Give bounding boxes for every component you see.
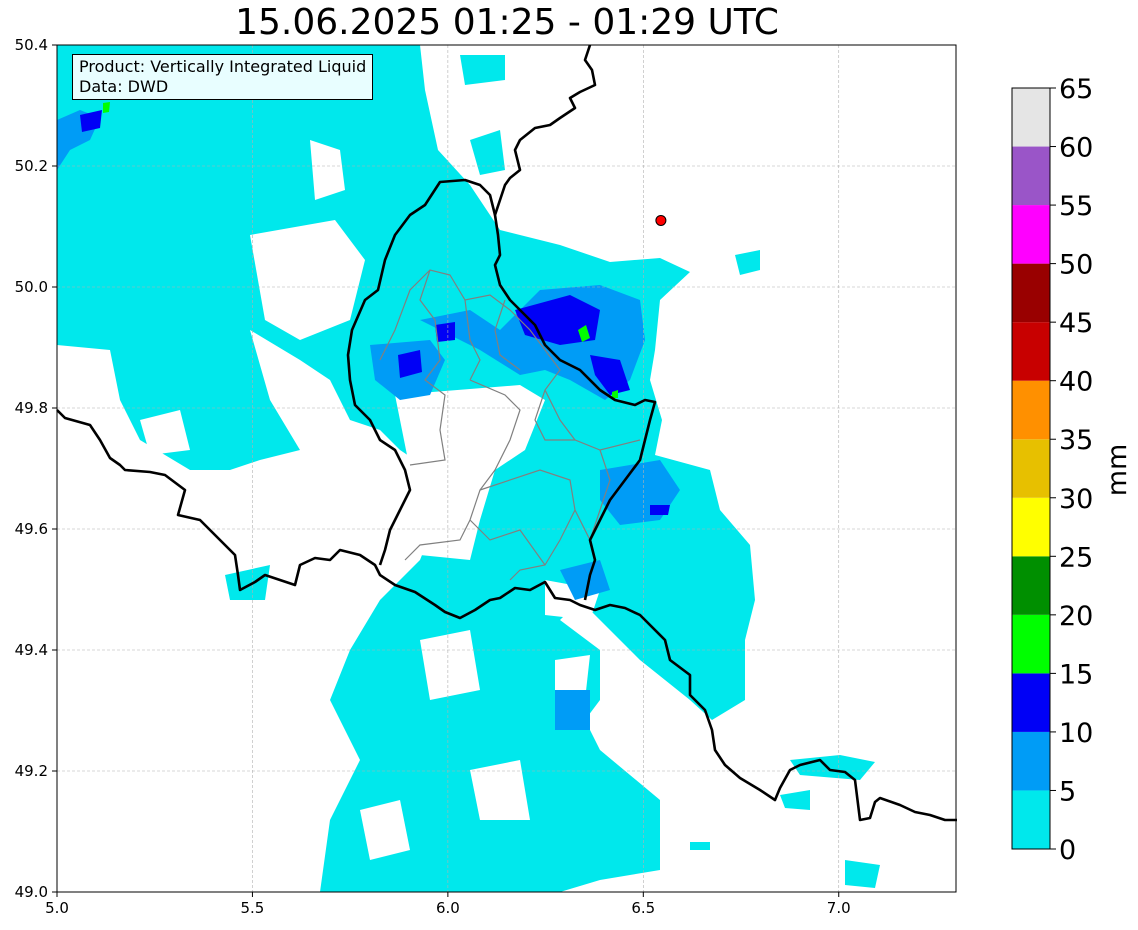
- precip-area: [790, 755, 875, 780]
- location-marker: [655, 214, 667, 226]
- data-source-label: Data: DWD: [79, 77, 169, 96]
- colorbar-tick-label: 65: [1059, 74, 1093, 105]
- precip-area-15mm: [578, 325, 590, 342]
- colorbar-segment: [1012, 731, 1050, 791]
- x-tick-label: 6.0: [436, 899, 460, 917]
- x-tick-label: 7.0: [827, 899, 851, 917]
- dry-area: [330, 515, 380, 560]
- precip-area-10mm: [590, 355, 630, 395]
- precip-area: [690, 842, 710, 850]
- colorbar-tick-label: 25: [1059, 542, 1093, 573]
- colorbar-segment: [1012, 263, 1050, 323]
- colorbar-segment: [1012, 205, 1050, 264]
- colorbar-segment: [1012, 614, 1050, 674]
- colorbar-tick-label: 50: [1059, 250, 1093, 281]
- dry-area: [555, 655, 590, 700]
- colorbar-segment: [1012, 322, 1050, 381]
- dry-area: [250, 220, 365, 340]
- colorbar-tick-label: 10: [1059, 718, 1093, 749]
- dry-area: [420, 630, 480, 700]
- colorbar-tick-label: 20: [1059, 601, 1093, 632]
- y-tick-label: 49.6: [15, 520, 48, 538]
- y-tick-label: 49.8: [15, 399, 48, 417]
- dry-area: [395, 385, 545, 560]
- colorbar-tick-label: 60: [1059, 133, 1093, 164]
- dry-area: [140, 410, 190, 455]
- colorbar-segment: [1012, 146, 1050, 206]
- canton-borders: [379, 269, 641, 581]
- precip-area-5mm: [560, 560, 610, 600]
- precip-area-5mm: [555, 690, 590, 730]
- colorbar-tick-label: 15: [1059, 659, 1093, 690]
- colorbar-tick-label: 55: [1059, 191, 1093, 222]
- colorbar-segment: [1012, 380, 1050, 440]
- colorbar-tick-label: 45: [1059, 308, 1093, 339]
- x-tick-label: 6.5: [631, 899, 655, 917]
- colorbar-tick-label: 35: [1059, 425, 1093, 456]
- precip-area-10mm: [515, 295, 600, 345]
- precip-area: [225, 565, 270, 600]
- y-tick-label: 49.4: [15, 641, 48, 659]
- dry-area: [360, 800, 410, 860]
- precip-area: [735, 250, 760, 275]
- country-borders: [56, 44, 957, 822]
- precip-area: [780, 790, 810, 810]
- colorbar-tick-label: 0: [1059, 835, 1076, 866]
- product-label: Product: Vertically Integrated Liquid: [79, 57, 367, 76]
- y-tick-label: 49.2: [15, 762, 48, 780]
- colorbar-tick-label: 40: [1059, 367, 1093, 398]
- colorbar-frame: [1011, 87, 1051, 850]
- y-tick-label: 49.0: [15, 883, 48, 901]
- map-title: 15.06.2025 01:25 - 01:29 UTC: [235, 2, 779, 43]
- colorbar-tick-label: 30: [1059, 484, 1093, 515]
- x-tick-label: 5.0: [45, 899, 69, 917]
- precip-area-10mm: [398, 350, 422, 378]
- precipitation-layer: [57, 45, 880, 892]
- colorbar-segment: [1012, 790, 1050, 849]
- dry-area: [310, 140, 345, 200]
- colorbar-unit-label: mm: [1102, 444, 1133, 497]
- precip-area: [460, 55, 505, 85]
- precip-area-10mm: [435, 322, 455, 342]
- map-frame: [56, 44, 957, 893]
- precip-area-10mm: [650, 505, 670, 515]
- precip-area-10mm: [80, 110, 102, 132]
- dry-area: [470, 760, 530, 820]
- dry-area: [605, 700, 650, 760]
- colorbar: 0 5 10 15 20 25 30 35 40 45 50 55 60 65 mm: [1011, 74, 1133, 866]
- colorbar-segment: [1012, 556, 1050, 615]
- precip-area-15mm: [612, 390, 618, 398]
- y-tick-label: 50.2: [15, 157, 48, 175]
- y-tick-label: 50.0: [15, 278, 48, 296]
- x-tick-label: 5.5: [241, 899, 265, 917]
- colorbar-segment: [1012, 497, 1050, 557]
- precip-area: [845, 860, 880, 888]
- x-axis: 5.0 5.5 6.0 6.5 7.0: [45, 892, 851, 917]
- colorbar-segment: [1012, 439, 1050, 498]
- y-axis: 49.0 49.2 49.4 49.6 49.8 50.0 50.2 50.4: [15, 36, 57, 901]
- y-tick-label: 50.4: [15, 36, 48, 54]
- info-box: Product: Vertically Integrated Liquid Da…: [72, 54, 374, 100]
- colorbar-segment: [1012, 88, 1050, 147]
- colorbar-tick-label: 5: [1059, 776, 1076, 807]
- colorbar-segment: [1012, 673, 1050, 732]
- precip-area-15mm: [103, 102, 110, 113]
- precip-area: [470, 130, 505, 175]
